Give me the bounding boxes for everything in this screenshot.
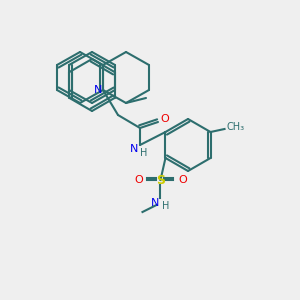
Text: O: O bbox=[178, 175, 187, 185]
Text: H: H bbox=[140, 148, 148, 158]
Text: N: N bbox=[151, 198, 160, 208]
Text: O: O bbox=[134, 175, 143, 185]
Text: O: O bbox=[160, 114, 169, 124]
Text: N: N bbox=[94, 85, 102, 95]
Text: N: N bbox=[130, 144, 138, 154]
Text: CH₃: CH₃ bbox=[226, 122, 244, 132]
Text: H: H bbox=[162, 201, 169, 211]
Text: S: S bbox=[156, 173, 165, 187]
